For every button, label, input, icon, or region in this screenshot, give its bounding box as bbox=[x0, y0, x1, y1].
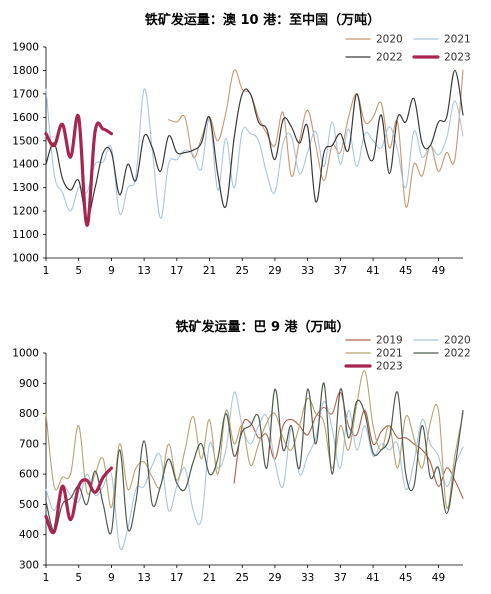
y-tick-label: 1500 bbox=[12, 135, 39, 147]
y-tick-label: 1900 bbox=[12, 42, 39, 54]
y-tick-label: 1100 bbox=[12, 229, 39, 241]
series-line-2023 bbox=[44, 113, 113, 227]
x-tick-label: 17 bbox=[170, 572, 183, 584]
x-tick-label: 21 bbox=[203, 572, 216, 584]
series-line-2020 bbox=[168, 69, 464, 208]
series-line-2021 bbox=[45, 370, 464, 509]
y-tick-label: 1000 bbox=[12, 348, 39, 360]
x-tick-label: 45 bbox=[399, 572, 412, 584]
y-tick-label: 900 bbox=[19, 378, 39, 390]
y-tick-label: 1000 bbox=[12, 253, 39, 265]
legend-label-2022: 2022 bbox=[376, 52, 403, 64]
y-tick-label: 300 bbox=[19, 560, 39, 572]
series-line-2022 bbox=[45, 382, 464, 535]
series-line-2023 bbox=[44, 466, 113, 535]
y-tick-label: 600 bbox=[19, 469, 39, 481]
y-tick-label: 700 bbox=[19, 438, 39, 450]
chart-2: 铁矿发运量：巴 9 港（万吨） 300 400 500 600 700 800 900 1000… bbox=[12, 319, 470, 584]
x-tick-label: 45 bbox=[399, 265, 412, 277]
x-tick-label: 9 bbox=[108, 265, 115, 277]
legend-label-2021: 2021 bbox=[376, 348, 403, 360]
x-tick-label: 17 bbox=[170, 265, 183, 277]
y-tick-label: 1200 bbox=[12, 206, 39, 218]
x-tick-label: 41 bbox=[366, 265, 379, 277]
x-tick-label: 21 bbox=[203, 265, 216, 277]
x-tick-label: 13 bbox=[137, 572, 150, 584]
x-tick-label: 29 bbox=[268, 265, 281, 277]
legend-label-2021: 2021 bbox=[444, 34, 471, 46]
legend-label-2023: 2023 bbox=[376, 361, 403, 373]
x-tick-label: 37 bbox=[334, 265, 347, 277]
legend-label-2019: 2019 bbox=[376, 335, 403, 347]
x-tick-label: 5 bbox=[75, 265, 82, 277]
x-tick-label: 5 bbox=[75, 572, 82, 584]
series-line-2022 bbox=[45, 69, 464, 219]
y-tick-label: 1800 bbox=[12, 65, 39, 77]
x-tick-label: 41 bbox=[366, 572, 379, 584]
y-tick-label: 1300 bbox=[12, 182, 39, 194]
x-tick-label: 49 bbox=[432, 572, 445, 584]
x-tick-label: 13 bbox=[137, 265, 150, 277]
x-tick-label: 25 bbox=[236, 265, 249, 277]
series-line-2019 bbox=[233, 391, 464, 499]
x-tick-label: 29 bbox=[268, 572, 281, 584]
y-tick-label: 800 bbox=[19, 408, 39, 420]
x-tick-label: 1 bbox=[43, 572, 50, 584]
chart-title: 铁矿发运量：巴 9 港（万吨） bbox=[174, 319, 349, 335]
y-tick-label: 1700 bbox=[12, 88, 39, 100]
y-tick-label: 400 bbox=[19, 529, 39, 541]
x-tick-label: 25 bbox=[236, 572, 249, 584]
legend-label-2023: 2023 bbox=[444, 52, 471, 64]
y-tick-label: 1600 bbox=[12, 112, 39, 124]
legend-label-2022: 2022 bbox=[444, 348, 471, 360]
x-tick-label: 33 bbox=[301, 265, 314, 277]
x-tick-label: 49 bbox=[432, 265, 445, 277]
x-tick-label: 1 bbox=[43, 265, 50, 277]
chart-1: 铁矿发运量：澳 10 港：至中国（万吨） 1000 1100 1200 1300 1400… bbox=[12, 12, 470, 277]
legend-label-2020: 2020 bbox=[376, 34, 403, 46]
y-tick-label: 1400 bbox=[12, 159, 39, 171]
legend-label-2020: 2020 bbox=[444, 335, 471, 347]
x-tick-label: 9 bbox=[108, 572, 115, 584]
x-tick-label: 33 bbox=[301, 572, 314, 584]
chart-title: 铁矿发运量：澳 10 港：至中国（万吨） bbox=[144, 12, 380, 28]
x-tick-label: 37 bbox=[334, 572, 347, 584]
y-tick-label: 500 bbox=[19, 499, 39, 511]
